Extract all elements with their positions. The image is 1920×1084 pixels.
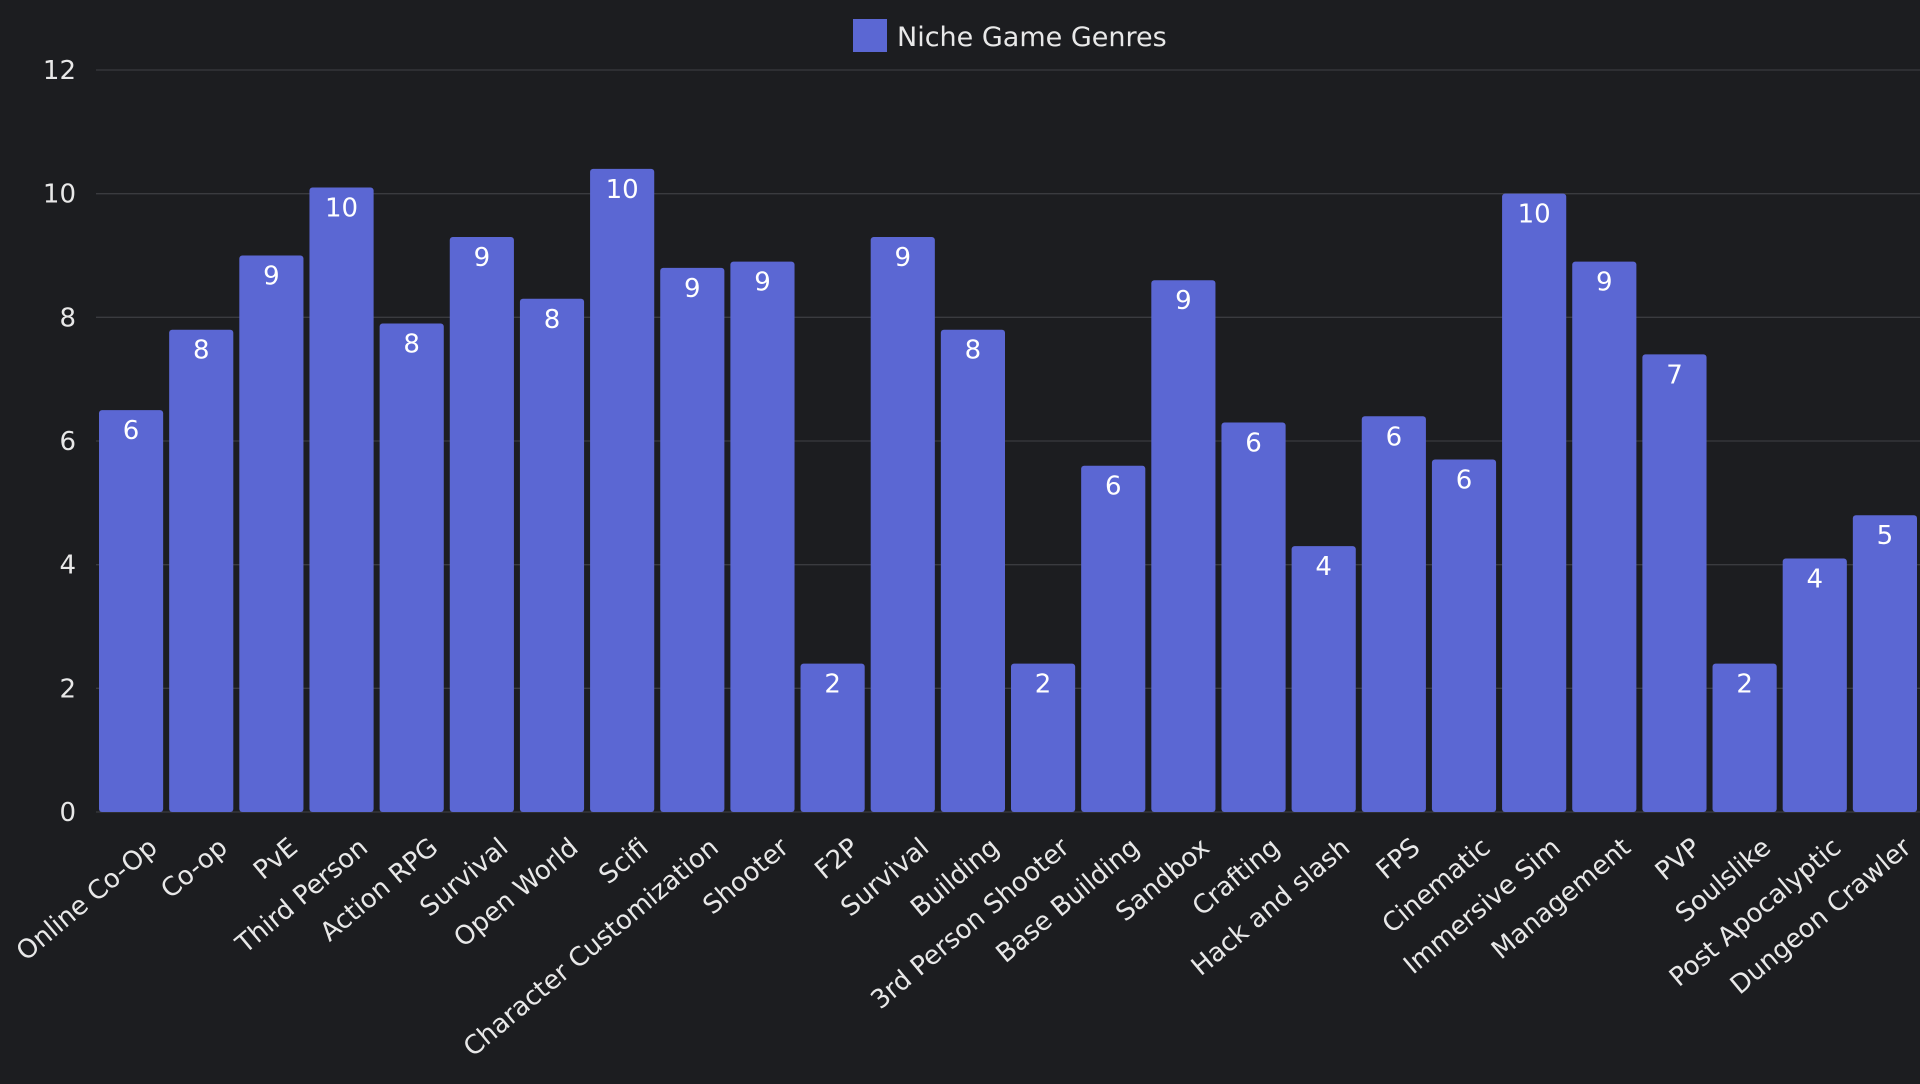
- x-category-label: PVP: [1650, 832, 1707, 887]
- bar-value-label: 5: [1877, 521, 1894, 551]
- bar-value-label: 8: [193, 336, 210, 366]
- bar[interactable]: [1852, 515, 1917, 812]
- y-tick-label: 4: [59, 551, 76, 581]
- bar-value-label: 6: [1245, 428, 1262, 458]
- bar-value-label: 10: [325, 193, 358, 223]
- bar[interactable]: [1151, 280, 1216, 812]
- y-axis-ticks: 0 2 4 6 8 10 12: [43, 56, 76, 828]
- bar-value-label: 9: [754, 268, 771, 298]
- bar-value-label: 9: [684, 274, 701, 304]
- legend-label[interactable]: Niche Game Genres: [897, 22, 1167, 53]
- bar-value-label: 8: [965, 336, 982, 366]
- bar-value-label: 2: [824, 670, 841, 700]
- bar[interactable]: [1361, 416, 1426, 812]
- bar[interactable]: [379, 323, 444, 812]
- y-tick-label: 8: [59, 303, 76, 333]
- bar-value-label: 9: [894, 243, 911, 273]
- bar[interactable]: [660, 267, 725, 812]
- bar-value-label: 10: [606, 175, 639, 205]
- bar[interactable]: [1081, 465, 1146, 812]
- bar-value-label: 9: [1175, 286, 1192, 316]
- bar-value-label: 6: [1386, 422, 1403, 452]
- bar-value-label: 8: [403, 330, 420, 360]
- bar-value-label: 9: [263, 262, 280, 292]
- bar-value-label: 2: [1035, 670, 1052, 700]
- bar[interactable]: [800, 663, 865, 812]
- x-category-label: FPS: [1371, 832, 1426, 885]
- bar[interactable]: [1782, 558, 1847, 812]
- bar-value-label: 6: [1456, 466, 1473, 496]
- x-category-label: F2P: [810, 832, 865, 885]
- bar-value-label: 6: [123, 416, 140, 446]
- legend[interactable]: Niche Game Genres: [853, 19, 1167, 53]
- bar[interactable]: [1572, 261, 1637, 812]
- y-tick-label: 12: [43, 56, 76, 86]
- bars: 6 8 9 10 8 9 8 10 9 9 2 9 8 2 6 9 6 4 6 6 10 9 7 2 4 5: [99, 168, 1917, 813]
- x-category-label: Co-op: [155, 832, 233, 904]
- legend-swatch[interactable]: [853, 19, 887, 52]
- y-tick-label: 2: [59, 674, 76, 704]
- bar[interactable]: [1642, 354, 1707, 812]
- bar[interactable]: [1291, 546, 1356, 812]
- bar-value-label: 9: [1596, 268, 1613, 298]
- bar[interactable]: [1712, 663, 1777, 812]
- bar[interactable]: [239, 255, 304, 813]
- x-category-label: Online Co-Op: [11, 832, 163, 967]
- bar-value-label: 10: [1518, 200, 1551, 230]
- bar[interactable]: [1011, 663, 1076, 812]
- bar[interactable]: [1221, 422, 1286, 812]
- bar-value-label: 6: [1105, 472, 1122, 502]
- bar[interactable]: [1502, 193, 1567, 812]
- x-category-label: PvE: [248, 832, 304, 886]
- bar-value-label: 2: [1736, 670, 1753, 700]
- bar-value-label: 8: [544, 305, 561, 335]
- y-tick-label: 0: [59, 798, 76, 828]
- bar-value-label: 9: [474, 243, 491, 273]
- y-tick-label: 6: [59, 427, 76, 457]
- bar-value-label: 7: [1666, 360, 1683, 390]
- bar[interactable]: [99, 410, 164, 812]
- bar[interactable]: [169, 329, 234, 812]
- bar-value-label: 4: [1806, 564, 1823, 594]
- bar[interactable]: [1431, 459, 1497, 812]
- bar[interactable]: [309, 187, 374, 812]
- bar[interactable]: [590, 168, 655, 812]
- bar-value-label: 4: [1315, 552, 1332, 582]
- bar[interactable]: [449, 236, 514, 812]
- bar[interactable]: [730, 261, 795, 812]
- bar[interactable]: [940, 329, 1005, 812]
- bar[interactable]: [519, 298, 585, 812]
- bar[interactable]: [870, 236, 935, 812]
- y-tick-label: 10: [43, 180, 76, 210]
